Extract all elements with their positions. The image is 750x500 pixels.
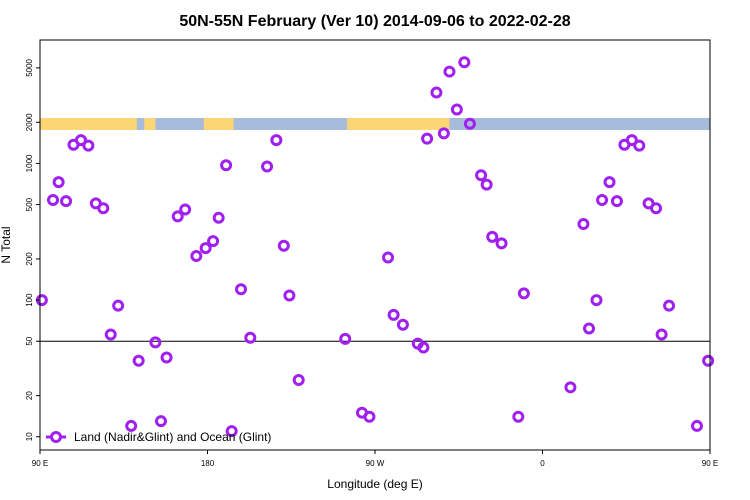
data-point [486,230,499,243]
data-point [417,341,430,354]
legend-label: Land (Nadir&Glint) and Ocean (Glint) [74,430,271,444]
data-point [430,86,443,99]
land-ocean-strip [40,118,710,130]
data-point [244,331,257,344]
data-point [339,332,352,345]
y-tick-label: 20 [25,391,34,400]
x-tick-label: 90 E [702,459,718,468]
data-point [396,318,409,331]
data-point [292,374,305,387]
data-point [517,287,530,300]
data-point [450,103,463,116]
data-point [458,56,471,69]
y-axis-label: N Total [0,226,13,263]
data-point [154,415,167,428]
data-point [702,354,715,367]
data-point [212,211,225,224]
data-point [480,178,493,191]
x-tick-label: 180 [201,459,215,468]
data-point [590,294,603,307]
land-band [40,118,137,130]
data-point [690,419,703,432]
data-point [82,139,95,152]
data-point [475,169,488,182]
y-tick-label: 500 [25,197,34,211]
data-point [625,134,638,147]
data-point [52,176,65,189]
data-point [387,308,400,321]
data-point [60,195,73,208]
chart-title: 50N-55N February (Ver 10) 2014-09-06 to … [179,13,570,30]
data-point [443,65,456,78]
data-point [650,202,663,215]
data-point [363,410,376,423]
land-band [144,118,156,130]
y-axis: 10 20 50 100 200 500 1000 2000 5000 [25,58,40,441]
land-band [347,118,450,130]
data-point [261,160,274,173]
data-point [603,176,616,189]
data-point [512,410,525,423]
y-tick-label: 50 [25,336,34,345]
data-point [277,239,290,252]
y-tick-label: 200 [25,252,34,266]
y-tick-label: 100 [25,293,34,307]
data-point [633,139,646,152]
x-tick-label: 90 E [32,459,48,468]
data-point [179,203,192,216]
y-tick-label: 2000 [25,113,34,131]
data-point [97,202,110,215]
data-point [577,218,590,231]
data-point [235,283,247,296]
data-point [220,159,233,172]
data-point [655,328,668,341]
data-point [104,328,117,341]
data-point [125,419,138,432]
y-tick-label: 1000 [25,154,34,172]
y-tick-label: 5000 [25,58,34,76]
data-point [171,210,184,223]
x-tick-label: 90 W [366,459,385,468]
x-tick-label: 0 [540,459,545,468]
data-point [283,289,296,302]
data-point [190,250,203,263]
data-point [225,425,238,438]
data-point [112,299,125,312]
data-point [421,132,434,145]
data-point [199,242,212,255]
plot-frame [39,39,711,451]
data-point [564,381,577,394]
data-point [663,299,676,312]
data-point [437,127,450,140]
data-point [149,336,162,349]
x-axis-label: Longitude (deg E) [327,477,422,491]
y-tick-label: 10 [25,432,34,441]
data-point [463,117,476,130]
data-point [270,134,283,147]
data-point [74,134,87,147]
data-point [495,237,508,250]
data-point [596,193,609,206]
data-point [583,322,596,335]
data-points [35,56,715,438]
x-axis: 90 E 180 90 W 0 90 E [32,450,718,468]
legend: Land (Nadir&Glint) and Ocean (Glint) [46,430,271,444]
data-point [207,235,220,248]
data-point [132,354,145,367]
data-point [160,351,173,364]
legend-marker [50,431,62,443]
data-point [382,251,395,264]
data-point [610,195,623,208]
land-band [203,118,234,130]
data-point [47,193,60,206]
